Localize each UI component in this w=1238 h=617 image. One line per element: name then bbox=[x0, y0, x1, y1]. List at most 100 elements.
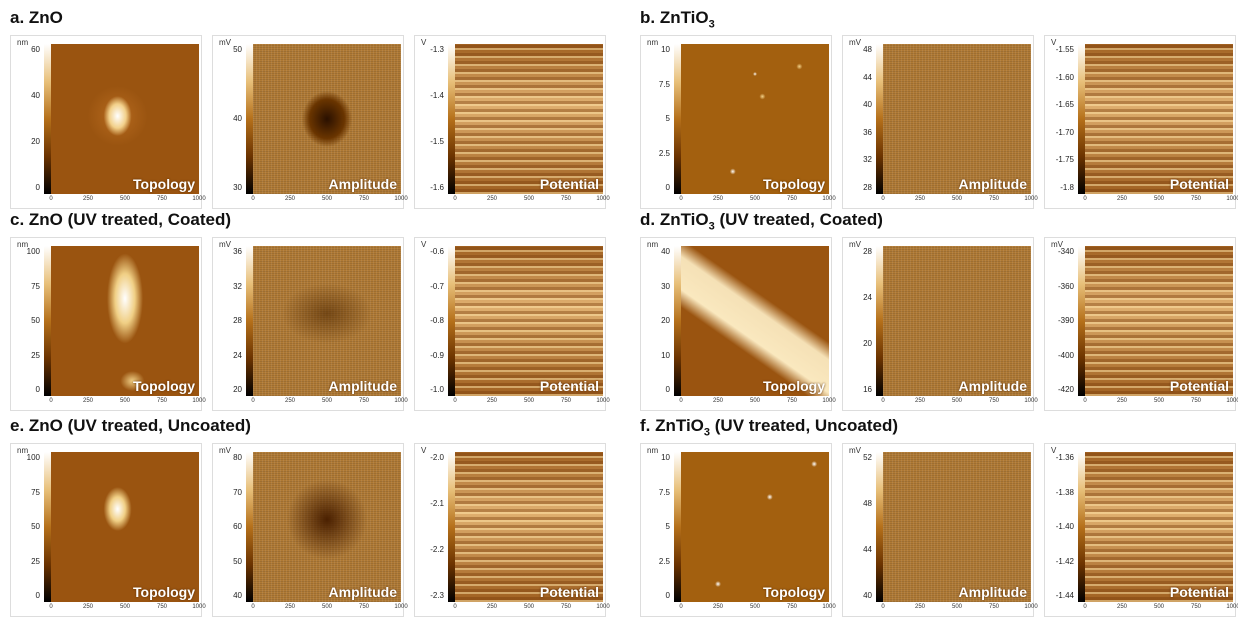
x-tick: 500 bbox=[115, 398, 135, 404]
colorbar-tick: 0 bbox=[644, 183, 670, 192]
x-tick: 1000 bbox=[189, 196, 209, 202]
colorbar-tick: -1.5 bbox=[418, 137, 444, 146]
image-label: Potential bbox=[1170, 176, 1229, 192]
x-tick: 500 bbox=[947, 196, 967, 202]
colorbar-tick: 16 bbox=[846, 385, 872, 394]
colorbar-tick: -400 bbox=[1048, 351, 1074, 360]
image-label: Topology bbox=[133, 176, 195, 192]
colorbar-tick: -2.1 bbox=[418, 499, 444, 508]
x-tick: 1000 bbox=[1223, 196, 1238, 202]
x-tick: 750 bbox=[152, 196, 172, 202]
x-tick: 500 bbox=[115, 604, 135, 610]
colorbar-tick: 32 bbox=[846, 155, 872, 164]
colorbar bbox=[876, 44, 883, 194]
colorbar-tick: 48 bbox=[846, 499, 872, 508]
x-tick: 750 bbox=[152, 398, 172, 404]
panel-title: c. ZnO (UV treated, Coated) bbox=[10, 210, 231, 230]
colorbar-tick: 2.5 bbox=[644, 557, 670, 566]
x-tick: 0 bbox=[671, 604, 691, 610]
x-tick: 500 bbox=[1149, 604, 1169, 610]
colorbar-tick: -1.4 bbox=[418, 91, 444, 100]
x-tick: 1000 bbox=[819, 196, 839, 202]
colorbar-tick: 10 bbox=[644, 453, 670, 462]
x-tick: 250 bbox=[280, 604, 300, 610]
afm-image: Amplitude bbox=[883, 44, 1031, 194]
x-tick: 250 bbox=[708, 604, 728, 610]
colorbar bbox=[1078, 44, 1085, 194]
colorbar bbox=[448, 452, 455, 602]
x-tick: 250 bbox=[708, 398, 728, 404]
x-tick: 750 bbox=[354, 196, 374, 202]
colorbar bbox=[674, 452, 681, 602]
colorbar-tick: -0.9 bbox=[418, 351, 444, 360]
x-tick: 250 bbox=[910, 196, 930, 202]
colorbar-tick: 36 bbox=[216, 247, 242, 256]
colorbar-tick: 40 bbox=[846, 100, 872, 109]
afm-image-frame: V-1.55-1.60-1.65-1.70-1.75-1.8Potential0… bbox=[1044, 35, 1236, 209]
x-tick: 750 bbox=[556, 398, 576, 404]
x-tick: 1000 bbox=[1021, 398, 1041, 404]
x-tick: 250 bbox=[482, 604, 502, 610]
colorbar-tick: 75 bbox=[14, 282, 40, 291]
afm-image-frame: mV484440363228Amplitude02505007501000 bbox=[842, 35, 1034, 209]
panel-title: b. ZnTiO3 bbox=[640, 8, 715, 30]
x-tick: 1000 bbox=[819, 398, 839, 404]
x-tick: 0 bbox=[41, 196, 61, 202]
colorbar-tick: 20 bbox=[644, 316, 670, 325]
colorbar-tick: 44 bbox=[846, 73, 872, 82]
x-tick: 750 bbox=[1186, 398, 1206, 404]
x-tick: 250 bbox=[280, 196, 300, 202]
x-tick: 500 bbox=[947, 398, 967, 404]
image-label: Amplitude bbox=[959, 176, 1027, 192]
x-tick: 0 bbox=[1075, 398, 1095, 404]
afm-image: Topology bbox=[51, 44, 199, 194]
colorbar-tick: -2.3 bbox=[418, 591, 444, 600]
x-tick: 750 bbox=[152, 604, 172, 610]
colorbar-tick: 5 bbox=[644, 522, 670, 531]
x-tick: 0 bbox=[243, 196, 263, 202]
image-label: Potential bbox=[540, 378, 599, 394]
x-tick: 1000 bbox=[391, 196, 411, 202]
image-label: Topology bbox=[763, 584, 825, 600]
afm-image-frame: V-1.36-1.38-1.40-1.42-1.44Potential02505… bbox=[1044, 443, 1236, 617]
x-tick: 500 bbox=[317, 604, 337, 610]
afm-image: Potential bbox=[455, 246, 603, 396]
x-tick: 0 bbox=[243, 398, 263, 404]
colorbar-tick: 80 bbox=[216, 453, 242, 462]
x-tick: 500 bbox=[519, 604, 539, 610]
x-tick: 500 bbox=[1149, 398, 1169, 404]
colorbar-tick: 40 bbox=[216, 591, 242, 600]
x-tick: 250 bbox=[1112, 196, 1132, 202]
x-tick: 0 bbox=[41, 398, 61, 404]
image-label: Potential bbox=[1170, 378, 1229, 394]
image-label: Topology bbox=[763, 378, 825, 394]
panel-title: a. ZnO bbox=[10, 8, 63, 28]
x-tick: 750 bbox=[782, 604, 802, 610]
colorbar bbox=[448, 246, 455, 396]
colorbar-tick: -1.65 bbox=[1048, 100, 1074, 109]
x-tick: 250 bbox=[1112, 604, 1132, 610]
colorbar-tick: -340 bbox=[1048, 247, 1074, 256]
image-label: Amplitude bbox=[329, 378, 397, 394]
colorbar-tick: 40 bbox=[216, 114, 242, 123]
x-tick: 0 bbox=[873, 604, 893, 610]
x-tick: 250 bbox=[78, 398, 98, 404]
afm-image: Topology bbox=[51, 452, 199, 602]
colorbar-tick: 25 bbox=[14, 351, 40, 360]
x-tick: 500 bbox=[745, 196, 765, 202]
afm-image: Potential bbox=[455, 44, 603, 194]
colorbar-tick: 32 bbox=[216, 282, 242, 291]
colorbar-tick: 30 bbox=[216, 183, 242, 192]
panel-title: e. ZnO (UV treated, Uncoated) bbox=[10, 416, 251, 436]
image-label: Topology bbox=[133, 378, 195, 394]
colorbar-tick: -420 bbox=[1048, 385, 1074, 394]
colorbar-tick: 48 bbox=[846, 45, 872, 54]
colorbar-tick: 50 bbox=[14, 316, 40, 325]
colorbar-tick: 0 bbox=[644, 385, 670, 394]
colorbar-tick: 28 bbox=[846, 247, 872, 256]
afm-image-frame: nm1007550250Topology02505007501000 bbox=[10, 237, 202, 411]
colorbar-tick: 44 bbox=[846, 545, 872, 554]
afm-image: Topology bbox=[681, 44, 829, 194]
